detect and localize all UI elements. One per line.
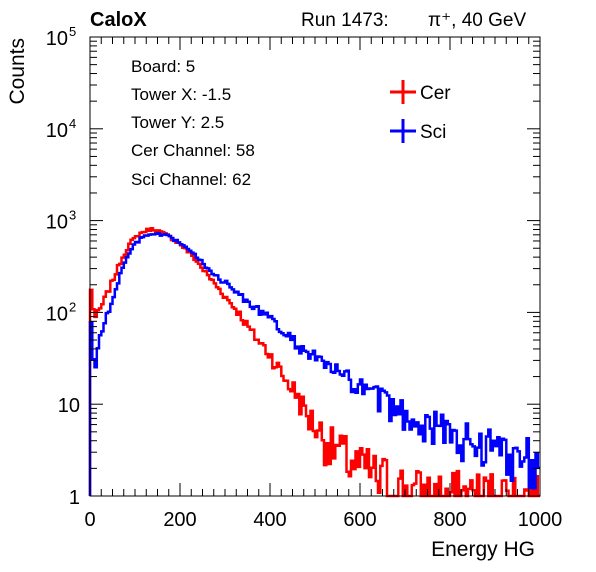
beam-label: π⁺, 40 GeV — [428, 10, 526, 31]
legend-item-sci: Sci — [390, 119, 446, 143]
series-line-cer — [88, 226, 540, 498]
y-tick-exponent: 4 — [69, 116, 76, 131]
legend: Cer Sci — [390, 80, 451, 143]
y-tick-label: 10 — [46, 303, 68, 325]
x-tick-label: 800 — [433, 509, 466, 531]
y-tick-exponent: 3 — [69, 208, 76, 223]
run-label: Run 1473: — [301, 10, 389, 31]
y-tick-exponent: 2 — [69, 299, 76, 314]
legend-label: Sci — [420, 122, 446, 143]
x-tick-label: 200 — [163, 509, 196, 531]
info-box-background — [120, 46, 360, 196]
info-line-sci-channel: Sci Channel: 62 — [131, 170, 251, 189]
info-line-tower-x: Tower X: -1.5 — [131, 85, 231, 104]
x-tick-label: 400 — [253, 509, 286, 531]
series-layer — [88, 226, 540, 498]
info-box: Board: 5 Tower X: -1.5 Tower Y: 2.5 Cer … — [120, 46, 360, 196]
y-tick-label: 10 — [46, 120, 68, 142]
info-line-cer-channel: Cer Channel: 58 — [131, 141, 255, 160]
y-tick-label: 10 — [58, 395, 80, 417]
info-line-tower-y: Tower Y: 2.5 — [131, 113, 224, 132]
info-line-board: Board: 5 — [131, 57, 195, 76]
legend-item-cer: Cer — [390, 80, 451, 104]
x-axis-label: Energy HG — [431, 538, 535, 561]
y-tick-label: 10 — [46, 28, 68, 50]
calox-label: CaloX — [90, 9, 147, 31]
y-axis-label: Counts — [6, 38, 29, 105]
x-tick-label: 0 — [84, 509, 95, 531]
series-line-sci — [88, 231, 540, 496]
legend-label: Cer — [420, 83, 451, 104]
y-tick-exponent: 5 — [69, 24, 76, 39]
x-tick-label: 1000 — [518, 509, 563, 531]
x-tick-label: 600 — [343, 509, 376, 531]
y-tick-label: 1 — [69, 487, 80, 509]
y-tick-label: 10 — [46, 212, 68, 234]
